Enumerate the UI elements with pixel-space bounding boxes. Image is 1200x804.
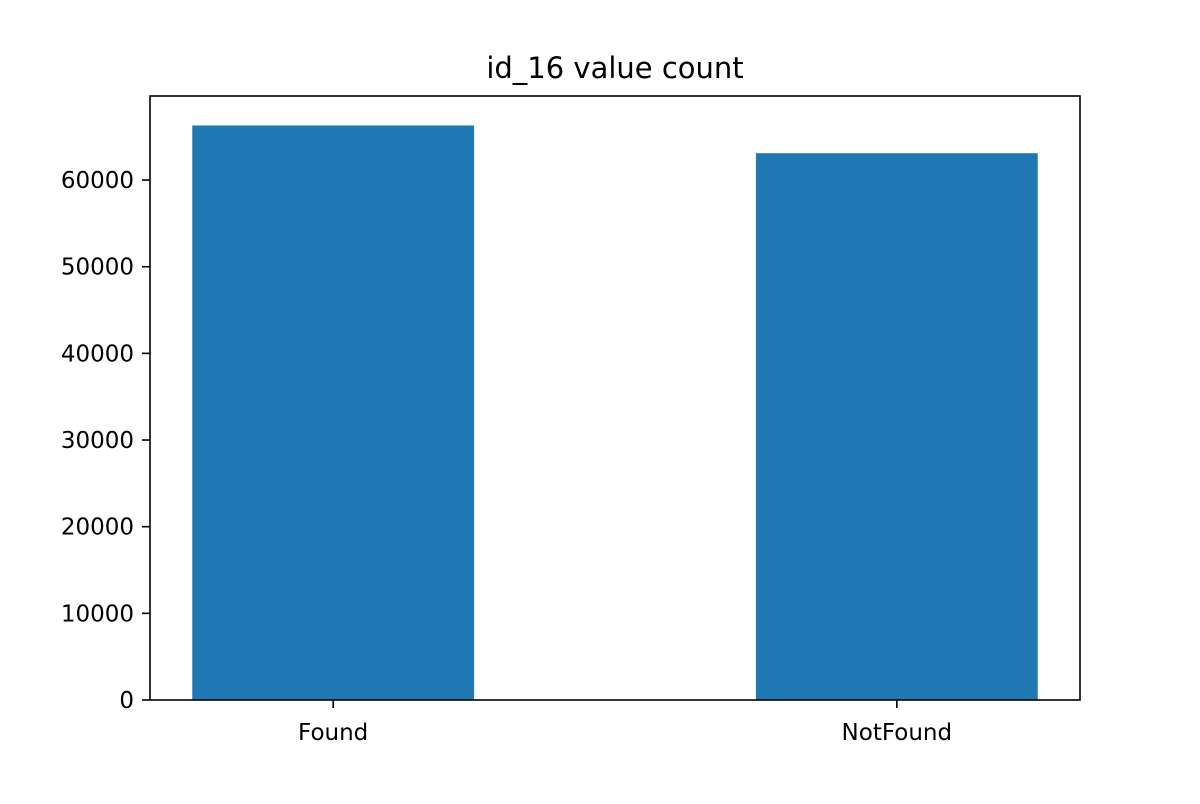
chart-title: id_16 value count xyxy=(486,51,743,85)
y-tick-label: 40000 xyxy=(61,341,134,367)
axes-layer: 0 10000 20000 30000 40000 50000 60000 Found NotF… xyxy=(61,95,1081,746)
y-tick-label: 50000 xyxy=(61,255,134,281)
y-tick-label: 30000 xyxy=(61,428,134,454)
x-tick-label: Found xyxy=(298,720,368,746)
bars-layer xyxy=(192,125,1038,701)
y-tick-label: 60000 xyxy=(61,168,134,194)
y-tick-label: 0 xyxy=(119,688,134,714)
y-tick-label: 20000 xyxy=(61,515,134,541)
plot-frame xyxy=(149,95,1081,701)
y-tick-label: 10000 xyxy=(61,601,134,627)
bar-found xyxy=(192,125,475,700)
bar-notfound xyxy=(755,153,1038,701)
x-tick-label: NotFound xyxy=(842,720,953,746)
